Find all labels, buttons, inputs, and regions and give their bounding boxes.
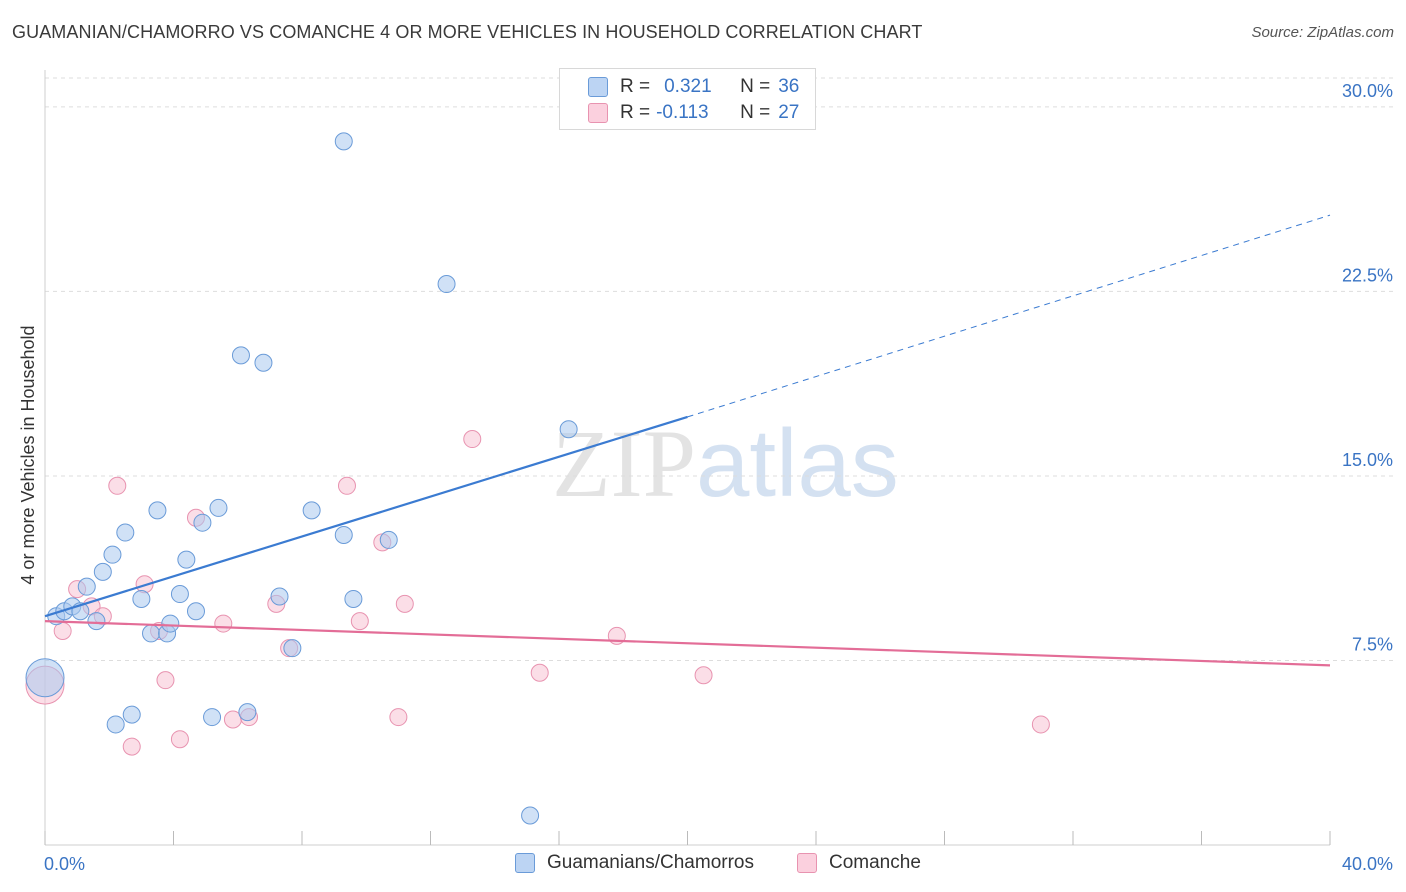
stats-n-label: N = bbox=[740, 76, 771, 97]
guamanian-point bbox=[77, 577, 96, 596]
y-tick-label: 15.0% bbox=[1342, 450, 1393, 470]
stats-n-value: 36 bbox=[778, 76, 800, 97]
guamanian-point bbox=[87, 612, 106, 631]
y-tick-label: 7.5% bbox=[1352, 634, 1393, 654]
comanche-point bbox=[350, 612, 369, 631]
comanche-trend-line bbox=[44, 620, 1331, 667]
legend-label-guamanians: Guamanians/Chamorros bbox=[547, 852, 754, 873]
guamanian-point bbox=[437, 275, 456, 294]
y-tick-label: 30.0% bbox=[1342, 81, 1393, 101]
guamanian-point bbox=[103, 545, 122, 564]
x-tick-label: 40.0% bbox=[1342, 854, 1393, 874]
guamanian-point bbox=[302, 501, 321, 520]
legend-item-comanche[interactable]: Comanche bbox=[797, 852, 921, 874]
stats-r-value: -0.113 bbox=[656, 102, 709, 123]
stats-r-label: R = bbox=[620, 102, 651, 123]
guamanian-point bbox=[177, 550, 196, 569]
comanche-point bbox=[694, 666, 713, 685]
comanche-point bbox=[214, 614, 233, 633]
guamanian-point bbox=[334, 132, 353, 151]
guamanian-point bbox=[270, 587, 289, 606]
comanche-point bbox=[395, 594, 414, 613]
guamanian-point bbox=[93, 562, 112, 581]
watermark-atlas: atlas bbox=[696, 410, 899, 517]
chart-title: GUAMANIAN/CHAMORRO VS COMANCHE 4 OR MORE… bbox=[12, 22, 923, 42]
guamanian-point bbox=[203, 708, 222, 727]
guamanian-point bbox=[559, 420, 578, 439]
guamanian-trend-extension bbox=[687, 214, 1331, 418]
stats-r-value: 0.321 bbox=[664, 76, 712, 97]
comanche-point bbox=[530, 663, 549, 682]
stats-n-value: 27 bbox=[778, 102, 800, 123]
source-label: Source: ZipAtlas.com bbox=[1251, 24, 1394, 41]
guamanian-point bbox=[142, 624, 161, 643]
guamanian-point bbox=[122, 705, 141, 724]
guamanian-point bbox=[254, 353, 273, 372]
legend-swatch-blue bbox=[515, 853, 535, 873]
stats-n-label: N = bbox=[740, 102, 771, 123]
guamanian-point bbox=[186, 602, 205, 621]
guamanian-point bbox=[170, 585, 189, 604]
comanche-point bbox=[156, 671, 175, 690]
guamanian-trend-line bbox=[44, 415, 688, 618]
guamanian-point bbox=[379, 530, 398, 549]
guamanian-point bbox=[148, 501, 167, 520]
guamanian-point bbox=[116, 523, 135, 542]
stats-r-label: R = bbox=[620, 76, 651, 97]
guamanian-point bbox=[132, 589, 151, 608]
guamanian-point bbox=[344, 589, 363, 608]
x-tick-label: 0.0% bbox=[44, 854, 85, 874]
legend-item-guamanians[interactable]: Guamanians/Chamorros bbox=[515, 852, 754, 874]
comanche-point bbox=[337, 476, 356, 495]
stats-swatch-pink bbox=[588, 103, 608, 123]
guamanian-point bbox=[238, 703, 257, 722]
comanche-point bbox=[1031, 715, 1050, 734]
stats-row-guamanian: R = 0.321 N = 36 bbox=[560, 74, 799, 100]
guamanian-point bbox=[161, 614, 180, 633]
comanche-point bbox=[463, 430, 482, 449]
guamanian-point bbox=[193, 513, 212, 532]
comanche-point bbox=[108, 476, 127, 495]
guamanian-point bbox=[106, 715, 125, 734]
legend-label-comanche: Comanche bbox=[829, 852, 921, 873]
guamanian-point bbox=[25, 658, 65, 698]
comanche-point bbox=[389, 708, 408, 727]
y-axis-label: 4 or more Vehicles in Household bbox=[18, 325, 38, 584]
stats-legend: R = 0.321 N = 36 R = -0.113 N = 27 bbox=[559, 68, 816, 130]
guamanian-point bbox=[209, 498, 228, 517]
comanche-point bbox=[122, 737, 141, 756]
y-tick-label: 22.5% bbox=[1342, 265, 1393, 285]
stats-swatch-blue bbox=[588, 77, 608, 97]
watermark: ZIPatlas bbox=[552, 408, 899, 519]
guamanian-point bbox=[334, 526, 353, 544]
comanche-point bbox=[170, 730, 189, 749]
legend-swatch-pink bbox=[797, 853, 817, 873]
bottom-legend: Guamanians/Chamorros Comanche bbox=[0, 852, 1406, 878]
guamanian-point bbox=[231, 346, 250, 365]
stats-row-comanche: R = -0.113 N = 27 bbox=[560, 100, 799, 126]
guamanian-point bbox=[283, 639, 302, 658]
guamanian-point bbox=[521, 806, 540, 825]
